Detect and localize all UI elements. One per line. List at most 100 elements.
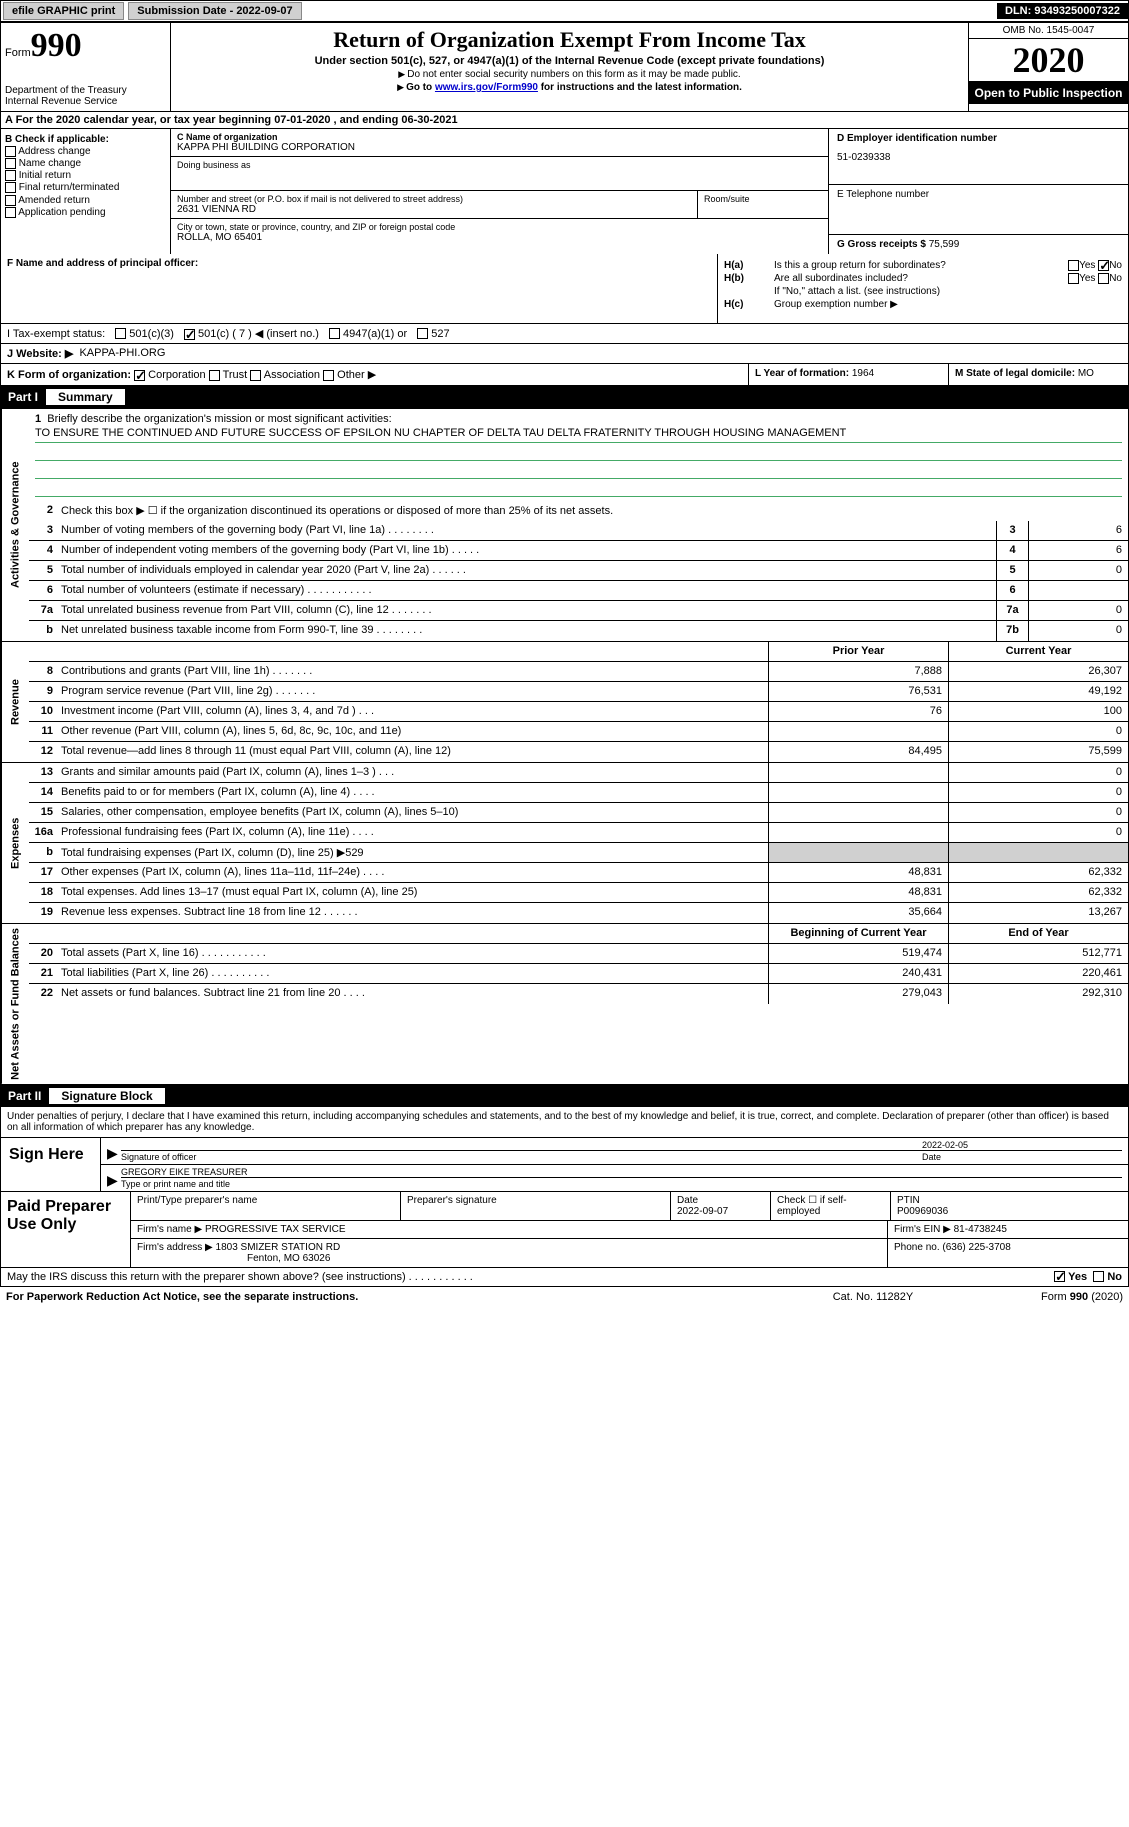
l10-c: 100 xyxy=(948,702,1128,721)
chk-527[interactable] xyxy=(417,328,428,339)
lbl-4947: 4947(a)(1) or xyxy=(343,328,407,340)
check-amended[interactable] xyxy=(5,195,16,206)
l13-txt: Grants and similar amounts paid (Part IX… xyxy=(57,763,768,782)
i-tax-status: I Tax-exempt status: 501(c)(3) 501(c) ( … xyxy=(0,324,1129,344)
l17-p: 48,831 xyxy=(768,863,948,882)
efile-print-button[interactable]: efile GRAPHIC print xyxy=(3,2,124,20)
l15-p xyxy=(768,803,948,822)
f-officer: F Name and address of principal officer: xyxy=(1,254,718,323)
l16a-txt: Professional fundraising fees (Part IX, … xyxy=(57,823,768,842)
l2-num: 2 xyxy=(29,501,57,521)
l22-num: 22 xyxy=(29,984,57,1004)
firm-addr-lbl: Firm's address ▶ xyxy=(137,1242,213,1253)
dln-label: DLN: 93493250007322 xyxy=(997,3,1128,19)
l4-txt: Number of independent voting members of … xyxy=(57,541,996,560)
part2-num: Part II xyxy=(8,1089,49,1103)
summary-expenses: Expenses 13Grants and similar amounts pa… xyxy=(0,763,1129,924)
prep-name-lbl: Print/Type preparer's name xyxy=(131,1192,401,1220)
topbar: efile GRAPHIC print Submission Date - 20… xyxy=(0,0,1129,22)
l17-c: 62,332 xyxy=(948,863,1128,882)
street-lbl: Number and street (or P.O. box if mail i… xyxy=(177,194,691,204)
arrow-icon: ▶ xyxy=(107,1145,121,1162)
firm-ein-lbl: Firm's EIN ▶ xyxy=(894,1224,951,1235)
l-val: 1964 xyxy=(852,368,874,379)
chk-4947[interactable] xyxy=(329,328,340,339)
chk-trust[interactable] xyxy=(209,370,220,381)
l16a-num: 16a xyxy=(29,823,57,842)
l8-c: 26,307 xyxy=(948,662,1128,681)
summary-revenue: Revenue Prior YearCurrent Year 8Contribu… xyxy=(0,642,1129,763)
arrow-icon-2: ▶ xyxy=(107,1172,121,1189)
check-initial[interactable] xyxy=(5,170,16,181)
l3-val: 6 xyxy=(1028,521,1128,540)
officer-name-lbl: Type or print name and title xyxy=(121,1177,1122,1189)
ein-lbl: D Employer identification number xyxy=(837,133,1120,144)
firm-addr1: 1803 SMIZER STATION RD xyxy=(216,1242,341,1253)
check-address[interactable] xyxy=(5,146,16,157)
l17-txt: Other expenses (Part IX, column (A), lin… xyxy=(57,863,768,882)
l10-txt: Investment income (Part VIII, column (A)… xyxy=(57,702,768,721)
may-yes[interactable] xyxy=(1054,1271,1065,1282)
check-name[interactable] xyxy=(5,158,16,169)
hb-no[interactable] xyxy=(1098,273,1109,284)
may-no-lbl: No xyxy=(1107,1271,1122,1283)
may-no[interactable] xyxy=(1093,1271,1104,1282)
l10-p: 76 xyxy=(768,702,948,721)
header-right: OMB No. 1545-0047 2020 Open to Public In… xyxy=(968,23,1128,111)
l20-txt: Total assets (Part X, line 16) . . . . .… xyxy=(57,944,768,963)
l12-p: 84,495 xyxy=(768,742,948,762)
chk-501c3[interactable] xyxy=(115,328,126,339)
prep-self-lbl: Check ☐ if self-employed xyxy=(771,1192,891,1220)
sig-date-lbl: Date xyxy=(922,1150,1122,1162)
l20-num: 20 xyxy=(29,944,57,963)
submission-date-button[interactable]: Submission Date - 2022-09-07 xyxy=(128,2,301,20)
l17-num: 17 xyxy=(29,863,57,882)
l6-val xyxy=(1028,581,1128,600)
l16b-c xyxy=(948,843,1128,862)
l7a-num: 7a xyxy=(29,601,57,620)
c-street-block: Number and street (or P.O. box if mail i… xyxy=(171,191,828,219)
city-lbl: City or town, state or province, country… xyxy=(177,222,822,232)
irs-link[interactable]: www.irs.gov/Form990 xyxy=(435,82,538,93)
lbl-501c3: 501(c)(3) xyxy=(129,328,174,340)
ha-no[interactable] xyxy=(1098,260,1109,271)
a-tax-year-row: A For the 2020 calendar year, or tax yea… xyxy=(0,112,1129,129)
j-lbl: J Website: ▶ xyxy=(7,347,73,360)
ha-lbl: H(a) xyxy=(724,260,774,271)
ptin-val: P00969036 xyxy=(897,1206,1122,1217)
lbl-amended: Amended return xyxy=(18,195,90,206)
l4-num: 4 xyxy=(29,541,57,560)
penalty-text: Under penalties of perjury, I declare th… xyxy=(0,1107,1129,1138)
lbl-other: Other ▶ xyxy=(337,369,376,381)
b-title: B Check if applicable: xyxy=(5,134,109,145)
sig-date: 2022-02-05 xyxy=(922,1140,1122,1150)
l7a-txt: Total unrelated business revenue from Pa… xyxy=(57,601,996,620)
may-txt: May the IRS discuss this return with the… xyxy=(7,1271,1054,1283)
prep-sig-lbl: Preparer's signature xyxy=(401,1192,671,1220)
footer-left: For Paperwork Reduction Act Notice, see … xyxy=(6,1291,773,1303)
l11-num: 11 xyxy=(29,722,57,741)
dept-treasury: Department of the Treasury xyxy=(5,85,166,96)
org-name: KAPPA PHI BUILDING CORPORATION xyxy=(177,142,822,153)
lbl-assoc: Association xyxy=(264,369,320,381)
chk-assoc[interactable] xyxy=(250,370,261,381)
paid-preparer-block: Paid Preparer Use Only Print/Type prepar… xyxy=(0,1192,1129,1268)
l11-txt: Other revenue (Part VIII, column (A), li… xyxy=(57,722,768,741)
hb-yes[interactable] xyxy=(1068,273,1079,284)
ha-yes[interactable] xyxy=(1068,260,1079,271)
chk-501c[interactable] xyxy=(184,329,195,340)
firm-name-lbl: Firm's name ▶ xyxy=(137,1224,202,1235)
lbl-name: Name change xyxy=(19,158,81,169)
sign-here-block: Sign Here ▶ Signature of officer 2022-02… xyxy=(0,1138,1129,1192)
m-val: MO xyxy=(1078,368,1094,379)
ha-yes-lbl: Yes xyxy=(1079,260,1095,271)
l18-txt: Total expenses. Add lines 13–17 (must eq… xyxy=(57,883,768,902)
hc-txt: Group exemption number ▶ xyxy=(774,299,1122,310)
check-final[interactable] xyxy=(5,182,16,193)
summary-net: Net Assets or Fund Balances Beginning of… xyxy=(0,924,1129,1085)
sign-here-lbl: Sign Here xyxy=(1,1138,101,1191)
chk-other[interactable] xyxy=(323,370,334,381)
check-pending[interactable] xyxy=(5,207,16,218)
l6-txt: Total number of volunteers (estimate if … xyxy=(57,581,996,600)
chk-corp[interactable] xyxy=(134,370,145,381)
